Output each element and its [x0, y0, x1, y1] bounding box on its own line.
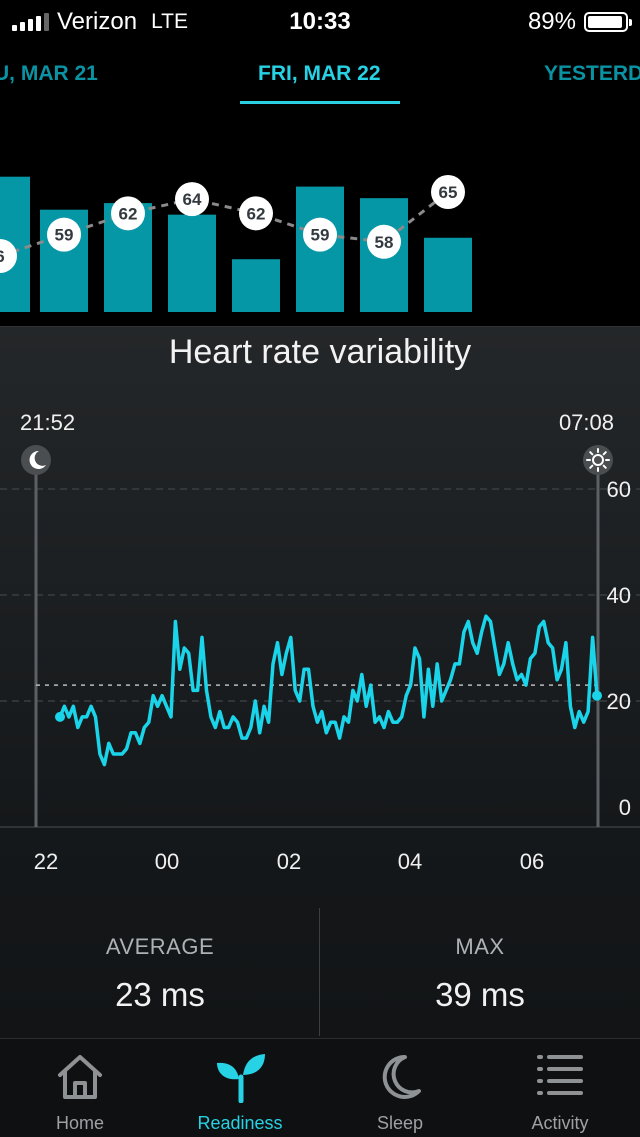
y-tick-label: 20 — [607, 689, 631, 714]
carrier-group: Verizon LTE — [12, 8, 188, 36]
heart-rate-label: 62 — [247, 204, 266, 223]
heart-rate-bubble — [111, 196, 145, 231]
battery-group: 89% — [527, 8, 632, 36]
heart-rate-point: 6 — [0, 239, 17, 273]
hrv-title: Heart rate variability — [168, 333, 472, 371]
heart-rate-point: 59 — [47, 217, 81, 252]
sprout-icon — [217, 1054, 265, 1103]
tab-readiness[interactable]: Readiness — [160, 1039, 320, 1137]
max-label: MAX — [455, 934, 505, 959]
x-tick-label: 02 — [277, 849, 301, 874]
hrv-chart: 60 40 20 0 21:52 07:08 22 00 02 04 06 — [0, 410, 640, 874]
moon-icon — [21, 445, 51, 475]
x-tick-label: 00 — [155, 849, 179, 874]
max-stat: MAX 39 ms — [320, 908, 640, 1014]
heart-rate-bubble — [175, 182, 209, 217]
x-tick-label: 04 — [398, 849, 422, 874]
home-icon — [58, 1055, 102, 1099]
heart-rate-label: 6 — [0, 247, 5, 266]
heart-rate-bubble — [47, 217, 81, 252]
sun-icon — [583, 445, 613, 475]
average-value: 23 ms — [115, 976, 205, 1013]
heart-rate-point: 65 — [431, 175, 465, 209]
y-tick-label: 40 — [607, 583, 631, 608]
heart-rate-label: 64 — [183, 190, 202, 209]
moon-icon — [382, 1054, 421, 1099]
hrv-start-point — [55, 711, 65, 722]
hrv-end-point — [592, 690, 602, 701]
battery-icon — [584, 12, 632, 32]
bottom-tab-bar: Home Readiness Sleep Activity — [0, 1038, 640, 1137]
clock: 10:33 — [289, 8, 351, 35]
heart-rate-bubble — [431, 175, 465, 209]
heart-rate-label: 65 — [439, 183, 458, 202]
y-tick-label: 0 — [619, 795, 631, 820]
readiness-bars-svg: 6 59 62 64 62 59 58 65 — [0, 175, 472, 312]
readiness-bar[interactable] — [232, 259, 280, 312]
hrv-panel: Heart rate variability 60 40 20 0 21:52 07:08… — [0, 326, 640, 1039]
sleep-end-time: 07:08 — [559, 410, 614, 435]
tab-next-day[interactable]: YESTERD — [544, 62, 640, 85]
heart-rate-point: 59 — [303, 217, 337, 252]
y-tick-label: 60 — [607, 477, 631, 502]
heart-rate-point: 58 — [367, 224, 401, 259]
x-tick-label: 06 — [520, 849, 544, 874]
average-stat: AVERAGE 23 ms — [0, 908, 320, 1014]
heart-rate-bubble — [367, 224, 401, 259]
heart-rate-bubble — [0, 239, 17, 273]
heart-rate-point: 64 — [175, 182, 209, 217]
heart-rate-label: 59 — [55, 226, 74, 245]
network-type: LTE — [151, 10, 189, 33]
tab-sleep[interactable]: Sleep — [320, 1039, 480, 1137]
x-tick-label: 22 — [34, 849, 58, 874]
tab-activity[interactable]: Activity — [480, 1039, 640, 1137]
average-label: AVERAGE — [105, 934, 215, 959]
tab-sleep-label: Sleep — [376, 1113, 424, 1133]
hrv-stats: AVERAGE 23 ms MAX 39 ms — [0, 908, 640, 1038]
heart-rate-point: 62 — [239, 196, 273, 231]
tab-previous-day[interactable]: U, MAR 21 — [0, 62, 98, 85]
stats-divider — [319, 908, 320, 1036]
tab-current-day[interactable]: FRI, MAR 22 — [258, 62, 381, 85]
day-tabs: U, MAR 21 FRI, MAR 22 YESTERD — [0, 44, 640, 116]
battery-percent: 89% — [527, 8, 576, 35]
heart-rate-label: 62 — [119, 204, 138, 223]
heart-rate-bubble — [303, 217, 337, 252]
tab-home-label: Home — [55, 1113, 104, 1133]
activity-list-icon — [537, 1055, 583, 1095]
readiness-bar[interactable] — [424, 237, 472, 312]
tab-home[interactable]: Home — [0, 1039, 160, 1137]
hrv-series-line — [58, 614, 599, 767]
heart-rate-bubble — [239, 196, 273, 231]
sleep-start-time: 21:52 — [20, 410, 75, 435]
heart-rate-label: 58 — [375, 233, 394, 252]
tab-readiness-label: Readiness — [197, 1113, 283, 1133]
signal-strength-icon — [12, 13, 49, 31]
max-value: 39 ms — [435, 976, 525, 1013]
carrier-name: Verizon — [57, 8, 138, 35]
heart-rate-label: 59 — [311, 226, 330, 245]
tab-activity-label: Activity — [531, 1113, 589, 1133]
readiness-bar[interactable] — [168, 214, 216, 312]
heart-rate-point: 62 — [111, 196, 145, 231]
status-bar: Verizon LTE 10:33 89% — [0, 0, 640, 40]
active-tab-indicator — [240, 101, 400, 104]
readiness-bar-chart: 6 59 62 64 62 59 58 65 — [0, 104, 640, 326]
